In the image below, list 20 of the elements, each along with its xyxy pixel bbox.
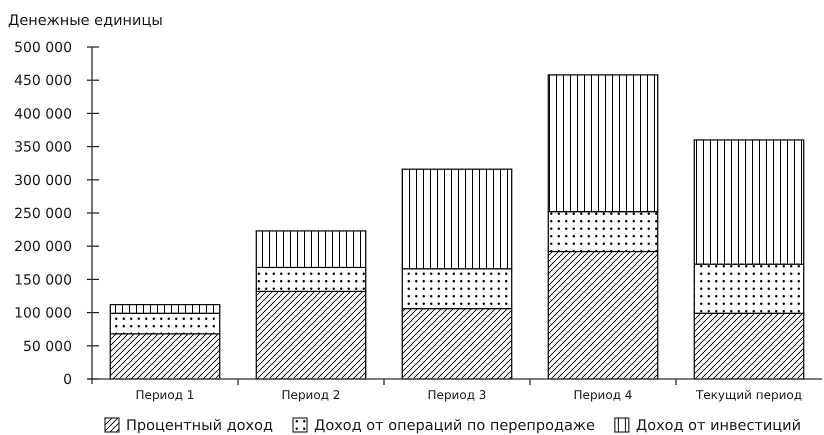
x-tick-label: Период 2 [282,388,340,402]
x-tick-label: Период 4 [574,388,632,402]
x-tick-label: Период 1 [136,388,194,402]
x-tick-label: Период 3 [428,388,486,402]
y-tick-label: 0 [63,372,72,388]
legend-label: Доход от инвестиций [636,418,802,434]
y-tick-label: 300 000 [14,172,72,189]
y-tick-label: 200 000 [14,239,72,256]
y-tick-label: 250 000 [14,206,72,222]
y-tick-label: 50 000 [23,338,72,355]
y-tick-label: 350 000 [14,140,72,156]
legend-label: Доход от операций по перепродаже [314,418,595,434]
y-tick-label: 500 000 [14,40,72,56]
y-tick-label: 150 000 [14,272,72,288]
x-tick-label: Текущий период [694,388,802,402]
y-tick-label: 450 000 [14,73,72,90]
y-tick-label: 100 000 [14,306,72,322]
y-axis-title: Денежные единицы [8,13,163,29]
legend-label: Процентный доход [126,418,274,434]
y-tick-label: 400 000 [14,106,72,122]
